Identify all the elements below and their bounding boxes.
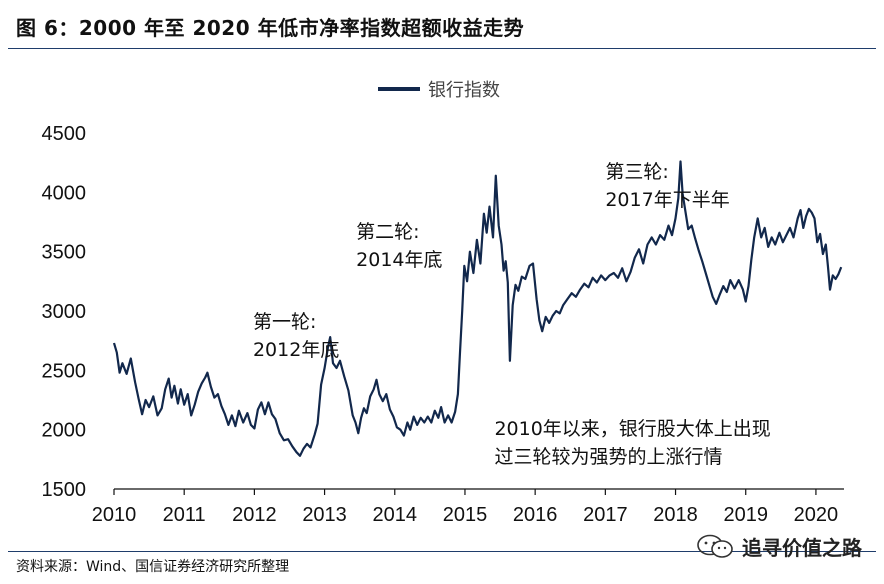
watermark-text: 追寻价值之路 bbox=[742, 536, 862, 560]
series-layer bbox=[112, 160, 843, 457]
annotations: 第一轮: 2012年底 第二轮: 2014年底 第三轮: 2017年下半年 2010年以来，… bbox=[253, 161, 771, 468]
annotation: 第三轮: 2017年下半年 bbox=[605, 161, 729, 211]
annotation-line: 过三轮较为强势的上涨行情 bbox=[494, 446, 722, 468]
x-tick-label: 2020 bbox=[794, 504, 839, 526]
y-tick-label: 3500 bbox=[42, 242, 87, 264]
source-rule bbox=[8, 551, 876, 552]
x-tick-label: 2016 bbox=[513, 504, 558, 526]
annotation-line: 第三轮: bbox=[605, 161, 668, 183]
y-tick-label: 4000 bbox=[42, 182, 87, 204]
annotation-line: 2010年以来，银行股大体上出现 bbox=[494, 418, 770, 440]
x-tick-label: 2015 bbox=[443, 504, 488, 526]
series-line-bank-index bbox=[112, 160, 843, 457]
x-tick-label: 2019 bbox=[723, 504, 768, 526]
annotation: 第一轮: 2012年底 bbox=[253, 311, 339, 361]
legend: 银行指数 bbox=[378, 80, 500, 101]
annotation-line: 2012年底 bbox=[253, 339, 339, 361]
x-tick-label: 2011 bbox=[163, 504, 206, 526]
annotation: 2010年以来，银行股大体上出现过三轮较为强势的上涨行情 bbox=[494, 418, 770, 468]
y-tick-label: 2500 bbox=[42, 360, 87, 382]
annotation-line: 第二轮: bbox=[356, 221, 419, 243]
source-note: 资料来源：Wind、国信证券经济研究所整理 bbox=[16, 559, 290, 575]
annotation: 第二轮: 2014年底 bbox=[356, 221, 442, 271]
y-tick-label: 1500 bbox=[42, 479, 87, 501]
annotation-line: 2014年底 bbox=[356, 249, 442, 271]
title-rule bbox=[8, 48, 876, 49]
y-tick-label: 3000 bbox=[42, 301, 87, 323]
x-tick-label: 2018 bbox=[653, 504, 698, 526]
x-tick-label: 2010 bbox=[92, 504, 137, 526]
y-tick-label: 2000 bbox=[42, 420, 87, 442]
figure-title: 图 6：2000 年至 2020 年低市净率指数超额收益走势 bbox=[16, 16, 525, 40]
annotation-line: 第一轮: bbox=[253, 311, 316, 333]
wechat-icon bbox=[697, 534, 733, 558]
axes: 2010 2011 2012 2013 2014 2015 2016 2017 2018 2019… bbox=[42, 123, 844, 526]
annotation-line: 2017年下半年 bbox=[605, 189, 729, 211]
y-tick-label: 4500 bbox=[42, 123, 87, 145]
legend-label: 银行指数 bbox=[428, 80, 500, 101]
x-tick-label: 2014 bbox=[373, 504, 418, 526]
x-tick-label: 2012 bbox=[232, 504, 277, 526]
x-tick-label: 2013 bbox=[302, 504, 347, 526]
x-tick-label: 2017 bbox=[583, 504, 628, 526]
watermark: 追寻价值之路 bbox=[696, 532, 862, 561]
